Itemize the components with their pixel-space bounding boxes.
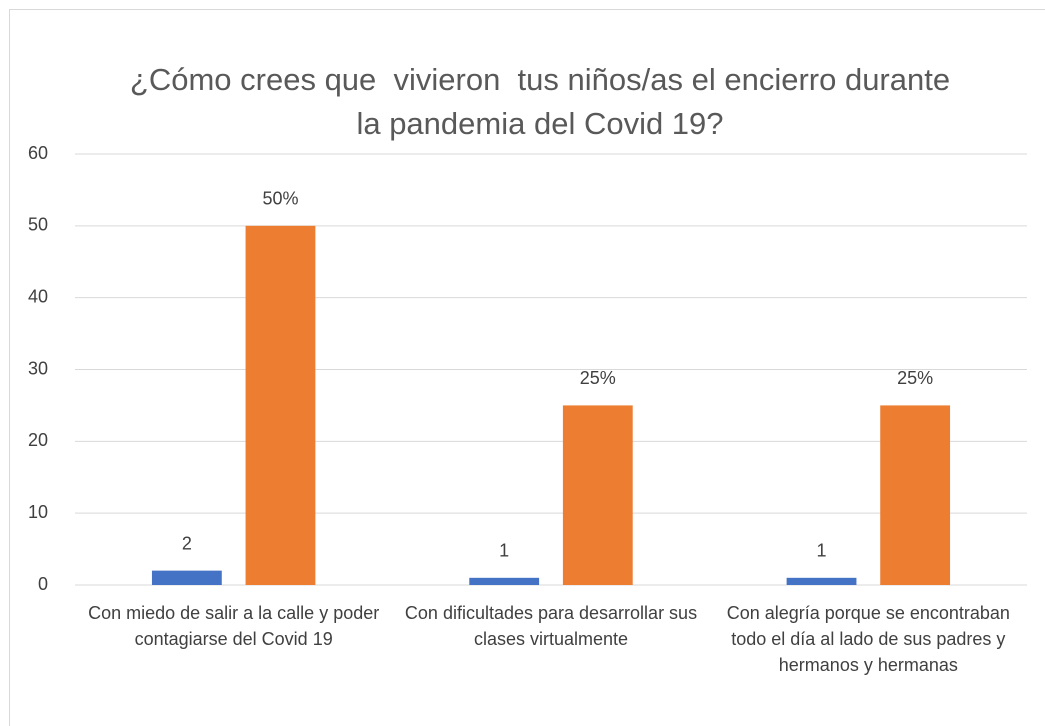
y-tick-label: 0 (38, 574, 48, 594)
data-label: 2 (182, 533, 192, 553)
x-tick-label: Con alegría porque se encontraban todo e… (726, 603, 1010, 675)
data-label: 1 (817, 541, 827, 561)
data-label: 50% (262, 189, 298, 209)
x-tick-label: Con dificultades para desarrollar sus cl… (404, 603, 698, 649)
bar (562, 405, 633, 585)
chart-border (9, 9, 1045, 726)
bar (469, 577, 540, 585)
data-label: 25% (580, 368, 616, 388)
bar (245, 225, 316, 586)
y-tick-label: 30 (28, 358, 48, 378)
x-tick-label: Con miedo de salir a la calle y poder co… (88, 603, 380, 649)
y-tick-label: 60 (28, 143, 48, 163)
y-tick-label: 20 (28, 430, 48, 450)
bar (151, 570, 222, 585)
chart-title: ¿Cómo crees que vivieron tus niños/as el… (129, 62, 959, 141)
data-label: 1 (499, 541, 509, 561)
bar (786, 577, 857, 585)
bar (880, 405, 951, 585)
y-tick-label: 40 (28, 286, 48, 306)
data-label: 25% (897, 368, 933, 388)
y-tick-label: 50 (28, 215, 48, 235)
y-tick-label: 10 (28, 502, 48, 522)
